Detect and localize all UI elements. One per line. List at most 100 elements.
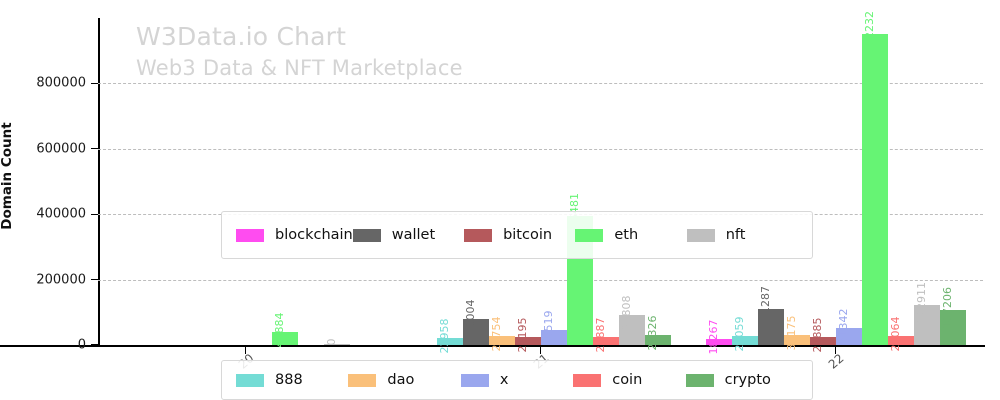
bars-layer: 4088402295879004277542419545519395481258… [271, 11, 966, 355]
bar-value-label: 107206 [940, 286, 954, 329]
legend-label: coin [612, 372, 643, 388]
bar-rect [939, 309, 966, 345]
bar-value-label: 29326 [645, 315, 659, 351]
chart-title: W3Data.io Chart [136, 22, 347, 51]
bar-rect [592, 336, 619, 345]
bar-x-21[interactable]: 45519 [540, 311, 567, 346]
bar-value-label: 40884 [272, 312, 286, 348]
y-tick-label: 600000 [36, 141, 86, 157]
bar-rect [809, 336, 836, 345]
y-tick-label: 400000 [36, 206, 86, 222]
legend-swatch-icon [460, 373, 489, 387]
bar-rect [436, 337, 463, 345]
legend-swatch-icon [352, 228, 381, 242]
bar-rect [913, 304, 940, 345]
legend-swatch-icon [348, 373, 377, 387]
bar-value-label: 952232 [862, 10, 876, 53]
y-tick-mark [91, 278, 98, 281]
bar-value-label: 91808 [619, 295, 633, 331]
bar-rect [644, 335, 671, 345]
bar-crypto-21[interactable]: 29326 [644, 316, 671, 351]
bar-value-label: 122911 [914, 281, 928, 324]
bar-value-label: 27059 [732, 316, 746, 352]
bar-value-label: 51342 [836, 308, 850, 344]
legend-label: bitcoin [503, 227, 553, 243]
legend-bottom-item-dao[interactable]: dao [348, 372, 460, 388]
bar-value-label: 79004 [463, 299, 477, 335]
bar-rect [887, 336, 914, 345]
bar-coin-22[interactable]: 26064 [887, 317, 914, 352]
legend-swatch-icon [685, 373, 714, 387]
chart-subtitle: Web3 Data & NFT Marketplace [136, 56, 463, 80]
bar-blockchain-22[interactable]: 18267 [705, 320, 732, 355]
x-tick-mark [244, 346, 247, 354]
legend-label: nft [725, 227, 746, 243]
bar-rect [540, 330, 567, 345]
y-tick-label: 200000 [36, 272, 86, 288]
bar-eth-20[interactable]: 40884 [271, 312, 298, 347]
bar-value-label: 24195 [515, 317, 529, 353]
legend-top-item-blockchain[interactable]: blockchain [236, 227, 353, 243]
bar-dao-21[interactable]: 27754 [488, 316, 515, 351]
x-tick-mark [834, 346, 837, 354]
bar-888-21[interactable]: 22958 [436, 318, 463, 353]
gridline [98, 279, 983, 281]
bar-rect [731, 336, 758, 345]
legend-bottom-item-crypto[interactable]: crypto [685, 372, 798, 388]
legend-swatch-icon [236, 373, 264, 387]
legend-swatch-icon [573, 373, 602, 387]
legend-label: wallet [391, 227, 436, 243]
bar-nft-21[interactable]: 91808 [618, 295, 645, 345]
bar-wallet-22[interactable]: 111287 [757, 286, 784, 345]
bar-value-label: 31175 [784, 315, 798, 351]
bar-x-22[interactable]: 51342 [835, 309, 862, 345]
bar-nft-22[interactable]: 122911 [913, 282, 940, 345]
legend-top-item-nft[interactable]: nft [686, 227, 798, 243]
y-tick-mark [91, 148, 98, 150]
legend-label: x [499, 372, 509, 388]
legend-swatch-icon [575, 228, 604, 242]
bar-888-22[interactable]: 27059 [731, 317, 758, 352]
legend-bottom-item-coin[interactable]: coin [573, 372, 685, 388]
bar-value-label: 22958 [437, 318, 451, 353]
bar-dao-22[interactable]: 31175 [783, 315, 810, 350]
bar-rect [861, 33, 888, 345]
bar-eth-22[interactable]: 952232 [861, 11, 888, 345]
legend-top: blockchain wallet bitcoin eth nft [221, 211, 813, 259]
legend-label: dao [387, 372, 415, 388]
legend-bottom: 888 dao x coin crypto [221, 360, 813, 400]
bar-wallet-21[interactable]: 79004 [462, 300, 489, 345]
legend-bottom-item-888[interactable]: 888 [236, 372, 348, 388]
bar-nft-20[interactable]: 0 [323, 339, 350, 346]
legend-top-item-wallet[interactable]: wallet [352, 227, 464, 243]
bar-value-label: 26064 [888, 316, 902, 352]
legend-top-item-bitcoin[interactable]: bitcoin [464, 227, 575, 243]
legend-label: blockchain [275, 227, 353, 243]
legend-label: 888 [275, 372, 303, 388]
x-tick-label: 22 [825, 351, 846, 372]
bar-bitcoin-21[interactable]: 24195 [514, 318, 541, 353]
bar-rect [462, 319, 489, 345]
x-axis-line [0, 345, 985, 347]
bar-bitcoin-22[interactable]: 24885 [809, 317, 836, 352]
bar-rect [514, 337, 541, 345]
legend-label: crypto [724, 372, 771, 388]
x-tick-mark [539, 346, 542, 354]
bar-rect [323, 344, 350, 345]
bar-value-label: 25887 [593, 317, 607, 353]
bar-rect [271, 331, 298, 345]
legend-swatch-icon [686, 228, 715, 242]
bar-value-label: 0 [324, 338, 338, 346]
bar-value-label: 111287 [758, 285, 772, 328]
y-tick-mark [91, 213, 98, 215]
bar-coin-21[interactable]: 25887 [592, 317, 619, 352]
legend-top-item-eth[interactable]: eth [575, 227, 686, 243]
bar-crypto-22[interactable]: 107206 [939, 287, 966, 345]
legend-swatch-icon [464, 228, 493, 242]
bar-rect [783, 334, 810, 345]
y-tick-mark [91, 344, 98, 346]
legend-bottom-item-x[interactable]: x [460, 372, 573, 388]
bar-value-label: 45519 [541, 310, 555, 346]
legend-label: eth [614, 227, 639, 243]
